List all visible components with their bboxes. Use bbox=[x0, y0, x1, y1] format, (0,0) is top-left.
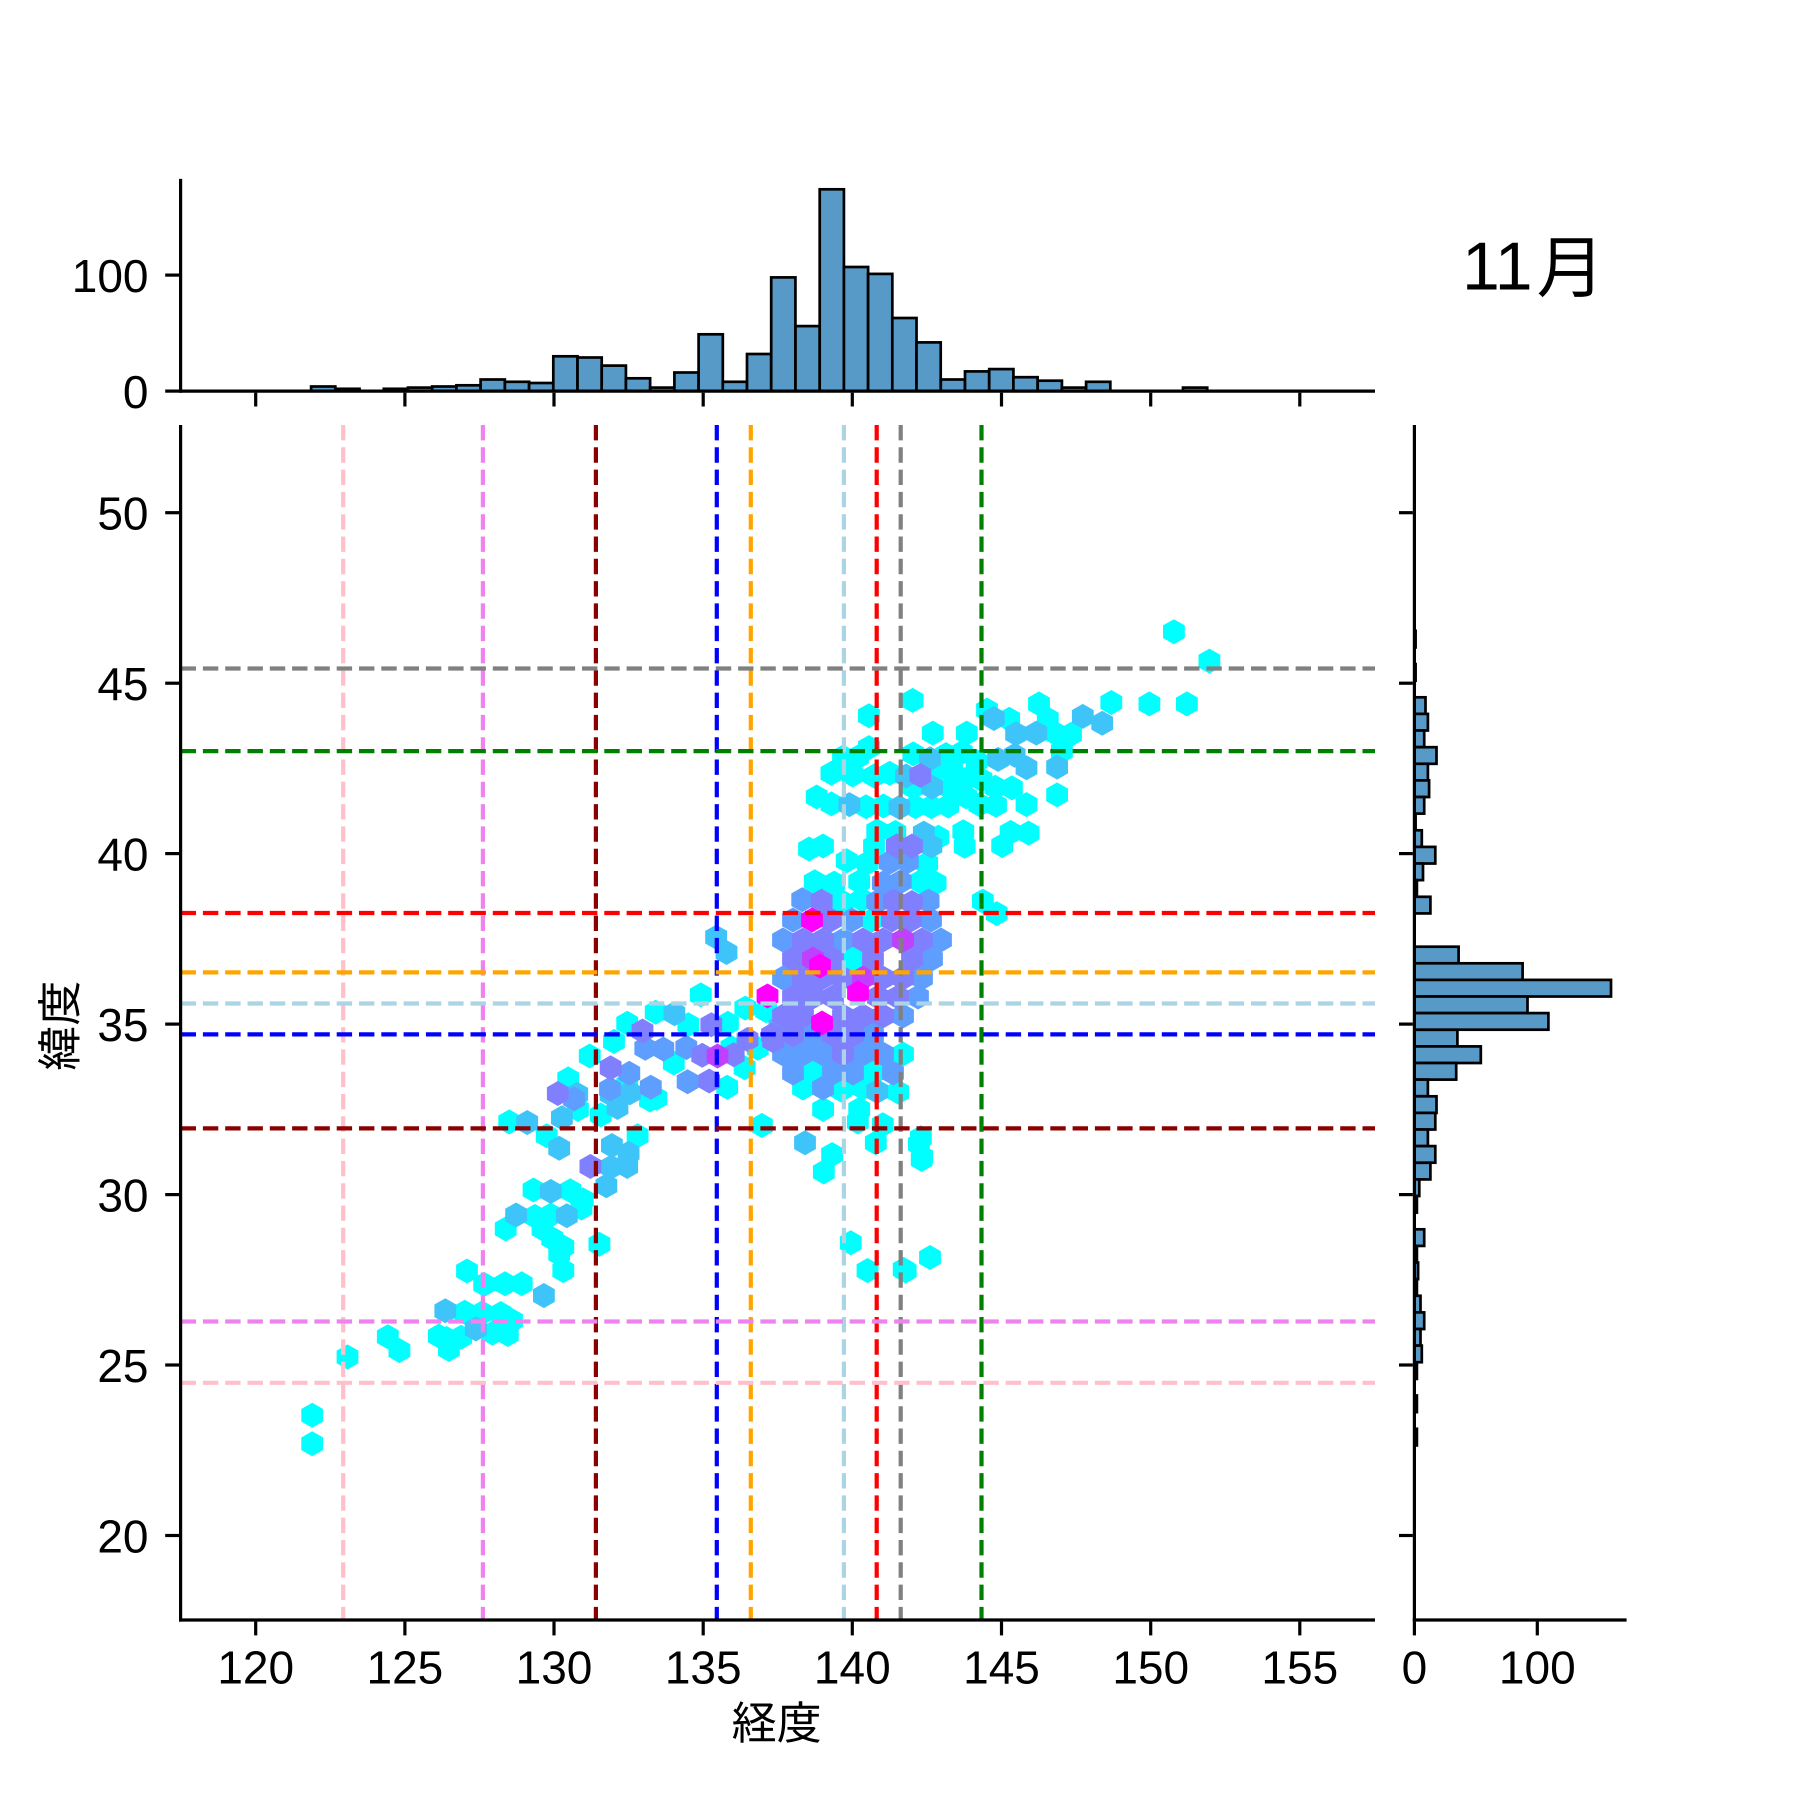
svg-text:130: 130 bbox=[516, 1642, 593, 1694]
svg-text:50: 50 bbox=[97, 488, 148, 540]
svg-text:11: 11 bbox=[1462, 229, 1533, 305]
svg-text:100: 100 bbox=[1499, 1642, 1576, 1694]
svg-text:20: 20 bbox=[97, 1510, 148, 1562]
svg-text:125: 125 bbox=[367, 1642, 444, 1694]
svg-text:120: 120 bbox=[217, 1642, 294, 1694]
svg-text:155: 155 bbox=[1261, 1642, 1338, 1694]
svg-text:140: 140 bbox=[814, 1642, 891, 1694]
svg-text:0: 0 bbox=[1402, 1642, 1428, 1694]
svg-text:150: 150 bbox=[1112, 1642, 1189, 1694]
svg-text:0: 0 bbox=[123, 366, 149, 418]
svg-text:145: 145 bbox=[963, 1642, 1040, 1694]
svg-text:100: 100 bbox=[72, 250, 149, 302]
svg-text:40: 40 bbox=[97, 828, 148, 880]
svg-text:25: 25 bbox=[97, 1340, 148, 1392]
svg-text:30: 30 bbox=[97, 1169, 148, 1221]
svg-text:135: 135 bbox=[665, 1642, 742, 1694]
svg-text:45: 45 bbox=[97, 658, 148, 710]
svg-text:35: 35 bbox=[97, 999, 148, 1051]
